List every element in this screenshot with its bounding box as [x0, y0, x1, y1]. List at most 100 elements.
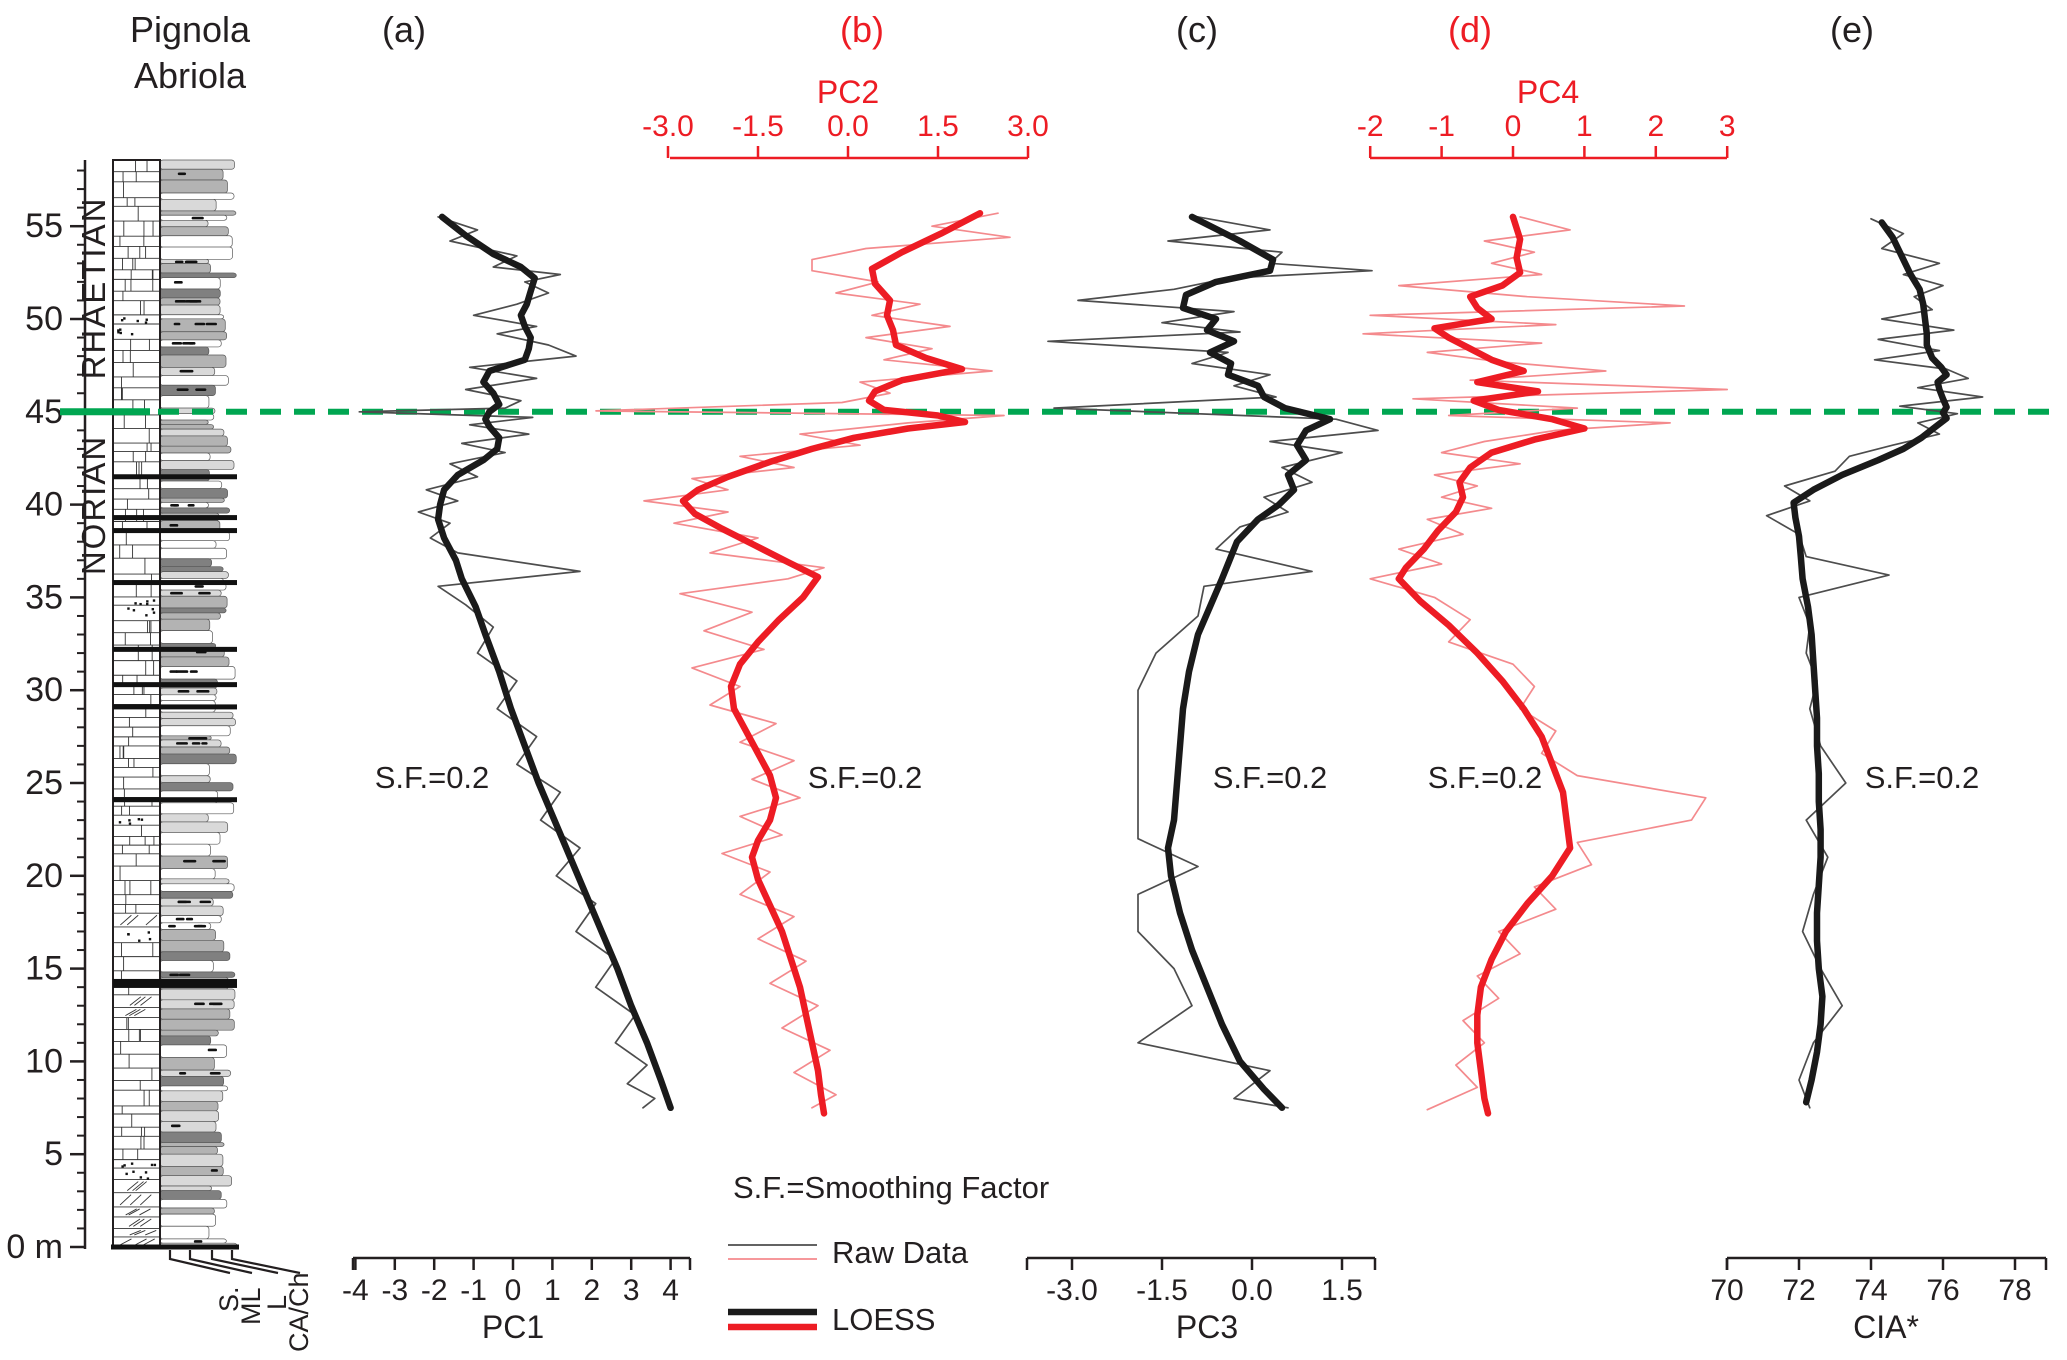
tick-label: 76 — [1926, 1274, 1959, 1307]
stage-label-rhaetian: RHAETIAN — [75, 197, 112, 380]
tick-label: 4 — [662, 1274, 679, 1307]
axis-cia*: 70 72 74 76 78 CIA* — [1710, 1256, 2048, 1345]
panel-e: (e) 70 72 74 76 78 CIA* S.F.=0.2 — [1710, 9, 2048, 1345]
axis-pc2: -3.0 -1.5 0.0 1.5 3.0 PC2 — [642, 74, 1049, 160]
depth-axis: 0 m 5 10 15 20 25 30 35 40 45 50 55 — [6, 160, 87, 1266]
depth-tick-label: 40 — [25, 486, 63, 524]
panel-e-loess-curve — [1790, 219, 1950, 1106]
stage-label-norian: NORIAN — [75, 435, 112, 575]
legend: S.F.=Smoothing Factor Raw Data LOESS — [728, 1170, 1049, 1337]
tick-label: 1 — [544, 1274, 561, 1307]
depth-tick-label: 10 — [25, 1042, 63, 1080]
tick-label: -2 — [1357, 110, 1384, 143]
grain-size-label: ML — [236, 1287, 266, 1325]
legend-raw-label: Raw Data — [832, 1235, 969, 1270]
tick-label: 0.0 — [827, 110, 869, 143]
depth-tick-label: 35 — [25, 578, 63, 616]
panel-b-raw-curve — [595, 212, 1011, 1109]
tick-label: 3 — [1719, 110, 1736, 143]
marker-bed — [113, 797, 237, 803]
panel-c: (c) -3.0 -1.5 0.0 1.5 PC3 S.F.=0.2 — [1025, 9, 1379, 1345]
sf-label-e: S.F.=0.2 — [1865, 760, 1980, 795]
sf-label-d: S.F.=0.2 — [1428, 760, 1543, 795]
panel-d: (d) -2 -1 0 1 2 3 PC4 S.F.=0.2 — [1357, 9, 1736, 1117]
grain-size-label: L — [262, 1295, 292, 1310]
marker-bed — [113, 682, 237, 688]
axis-title-cia*: CIA* — [1853, 1309, 1919, 1345]
panel-d-loess-curve — [1395, 213, 1588, 1117]
stage-labels: RHAETIAN NORIAN — [75, 197, 112, 576]
lithology-column — [111, 159, 239, 1250]
tick-label: -1.5 — [1136, 1274, 1188, 1307]
tick-label: 3.0 — [1007, 110, 1049, 143]
tick-label: 3 — [623, 1274, 640, 1307]
depth-tick-label: 5 — [44, 1135, 63, 1173]
tick-label: -4 — [342, 1274, 369, 1307]
figure-title-line1: Pignola — [130, 9, 251, 50]
sf-label-b: S.F.=0.2 — [808, 760, 923, 795]
axis-title-pc1: PC1 — [482, 1309, 544, 1345]
marker-bed — [113, 474, 237, 480]
tick-label: 1.5 — [1321, 1274, 1363, 1307]
sf-label-c: S.F.=0.2 — [1213, 760, 1328, 795]
figure-title: Pignola Abriola — [130, 9, 251, 96]
legend-sf-note: S.F.=Smoothing Factor — [733, 1170, 1049, 1205]
axis-pc3: -3.0 -1.5 0.0 1.5 PC3 — [1025, 1256, 1377, 1345]
tick-label: -3 — [381, 1274, 408, 1307]
tick-label: 1.5 — [917, 110, 959, 143]
legend-loess-label: LOESS — [832, 1302, 935, 1337]
depth-tick-label: 45 — [25, 393, 63, 431]
tick-label: 0 — [1505, 110, 1522, 143]
tick-label: -3.0 — [642, 110, 694, 143]
panel-c-raw-curve — [1047, 216, 1379, 1109]
panel-letter-a: (a) — [382, 9, 426, 50]
depth-tick-label: 50 — [25, 300, 63, 338]
panel-b: (b) -3.0 -1.5 0.0 1.5 3.0 PC2 S.F.=0.2 — [595, 9, 1049, 1117]
panel-d-raw-curve — [1362, 216, 1729, 1111]
axis-title-pc4: PC4 — [1517, 74, 1579, 110]
grain-size-label: CA/Ch — [284, 1272, 314, 1352]
depth-tick-label: 15 — [25, 950, 63, 988]
tick-label: 0.0 — [1231, 1274, 1273, 1307]
marker-bed — [113, 704, 237, 710]
tick-label: 2 — [1647, 110, 1664, 143]
depth-tick-label: 30 — [25, 671, 63, 709]
tick-label: -1 — [1428, 110, 1455, 143]
tick-label: 0 — [505, 1274, 522, 1307]
panel-a-raw-curve — [358, 216, 656, 1109]
depth-tick-label: 0 m — [6, 1228, 63, 1266]
marker-bed — [113, 528, 237, 534]
tick-label: 1 — [1576, 110, 1593, 143]
tick-label: 78 — [1998, 1274, 2031, 1307]
panel-letter-b: (b) — [840, 9, 884, 50]
panel-letter-c: (c) — [1176, 9, 1218, 50]
depth-tick-label: 20 — [25, 857, 63, 895]
panel-letter-e: (e) — [1830, 9, 1874, 50]
tick-label: -1 — [460, 1274, 487, 1307]
tick-label: 74 — [1854, 1274, 1887, 1307]
sf-label-a: S.F.=0.2 — [375, 760, 490, 795]
tick-label: 70 — [1710, 1274, 1743, 1307]
figure-title-line2: Abriola — [134, 55, 247, 96]
tick-label: -2 — [421, 1274, 448, 1307]
marker-bed — [113, 580, 237, 586]
tick-label: -3.0 — [1046, 1274, 1098, 1307]
axis-pc1: -4 -3 -2 -1 0 1 2 3 4 PC1 — [342, 1256, 692, 1345]
grain-size-label: S. — [214, 1286, 244, 1312]
panel-c-loess-curve — [1164, 213, 1334, 1112]
axis-title-pc2: PC2 — [817, 74, 879, 110]
panel-letter-d: (d) — [1448, 9, 1492, 50]
panel-b-loess-curve — [679, 209, 984, 1117]
tick-label: 2 — [583, 1274, 600, 1307]
panel-a: (a) -4 -3 -2 -1 0 1 2 3 4 PC1 S.F.=0.2 — [342, 9, 692, 1345]
depth-tick-label: 55 — [25, 207, 63, 245]
tick-label: 72 — [1782, 1274, 1815, 1307]
marker-bed — [113, 646, 237, 652]
panel-e-raw-curve — [1765, 217, 1984, 1109]
marker-bed — [113, 515, 237, 521]
marker-bed — [113, 978, 237, 988]
axis-pc4: -2 -1 0 1 2 3 PC4 — [1357, 74, 1736, 160]
